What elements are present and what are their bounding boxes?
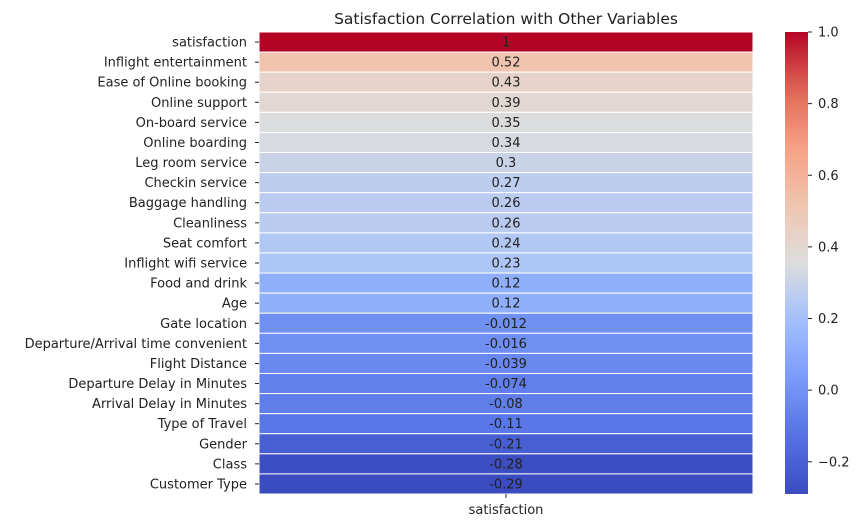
row-label: Gate location [160, 317, 247, 332]
colorbar-tick-label: 0.0 [818, 384, 839, 399]
row-label: Inflight wifi service [124, 257, 247, 272]
row-label: Baggage handling [129, 196, 247, 211]
colorbar-tick-label: 0.2 [818, 312, 839, 327]
colorbar-tick-label: 0.8 [818, 97, 839, 112]
colorbar-tick-label: 0.4 [818, 240, 839, 255]
row-label: Cleanliness [173, 216, 247, 231]
row-label: Online support [151, 96, 247, 111]
colorbar-tick-label: −0.2 [818, 455, 850, 470]
column-label: satisfaction [469, 503, 544, 518]
cell-value-label: -0.29 [489, 477, 523, 492]
cell-value-label: -0.28 [489, 457, 523, 472]
row-label: Leg room service [135, 156, 247, 171]
row-label: Age [222, 297, 247, 312]
row-labels: satisfaction Inflight entertainment Ease o… [25, 36, 259, 492]
row-label: Flight Distance [150, 357, 247, 372]
cell-value-label: 0.12 [492, 277, 521, 292]
cell-value-label: 0.34 [492, 136, 521, 151]
cell-value-label: -0.08 [489, 397, 523, 412]
cell-value-label: -0.11 [489, 417, 523, 432]
row-label: Food and drink [150, 277, 247, 292]
row-label: Online boarding [143, 136, 247, 151]
cell-value-label: -0.039 [485, 357, 527, 372]
cell-value-label: -0.21 [489, 437, 523, 452]
cell-value-label: 0.27 [492, 176, 521, 191]
colorbar-gradient [785, 32, 808, 494]
row-label: Inflight entertainment [104, 56, 247, 71]
cell-value-label: 0.35 [492, 116, 521, 131]
row-label: On-board service [136, 116, 247, 131]
row-label: Checkin service [144, 176, 247, 191]
cell-value-label: 0.23 [492, 257, 521, 272]
column-labels: satisfaction [469, 494, 544, 518]
row-label: Arrival Delay in Minutes [92, 397, 247, 412]
row-label: Departure/Arrival time convenient [25, 337, 247, 352]
colorbar-tick-label: 1.0 [818, 26, 839, 41]
cell-value-label: 0.26 [492, 216, 521, 231]
row-label: satisfaction [172, 36, 247, 51]
cell-value-label: 0.3 [496, 156, 517, 171]
cell-value-label: 0.43 [492, 76, 521, 91]
cell-value-label: -0.012 [485, 317, 527, 332]
row-label: Ease of Online booking [97, 76, 247, 91]
cell-value-label: 0.24 [492, 236, 521, 251]
colorbar-tick-label: 0.6 [818, 169, 839, 184]
cell-value-label: 0.39 [492, 96, 521, 111]
cell-value-label: 0.26 [492, 196, 521, 211]
cell-value-label: 0.52 [492, 56, 521, 71]
row-label: Class [213, 457, 247, 472]
row-label: Type of Travel [157, 417, 247, 432]
row-label: Seat comfort [163, 236, 247, 251]
chart-title: Satisfaction Correlation with Other Vari… [334, 10, 678, 28]
cell-value-label: -0.074 [485, 377, 527, 392]
cell-value-label: 0.12 [492, 297, 521, 312]
row-label: Gender [199, 437, 248, 452]
row-label: Departure Delay in Minutes [68, 377, 247, 392]
cell-value-label: 1 [502, 36, 510, 51]
heatmap-cells: 1 0.52 0.43 0.39 0.35 0.34 0.3 0.27 0.26 0.26 0.24… [258, 31, 754, 495]
row-label: Customer Type [150, 477, 247, 492]
cell-value-label: -0.016 [485, 337, 527, 352]
colorbar: 1.0 0.8 0.6 0.4 0.2 0.0 −0.2 [785, 26, 850, 494]
